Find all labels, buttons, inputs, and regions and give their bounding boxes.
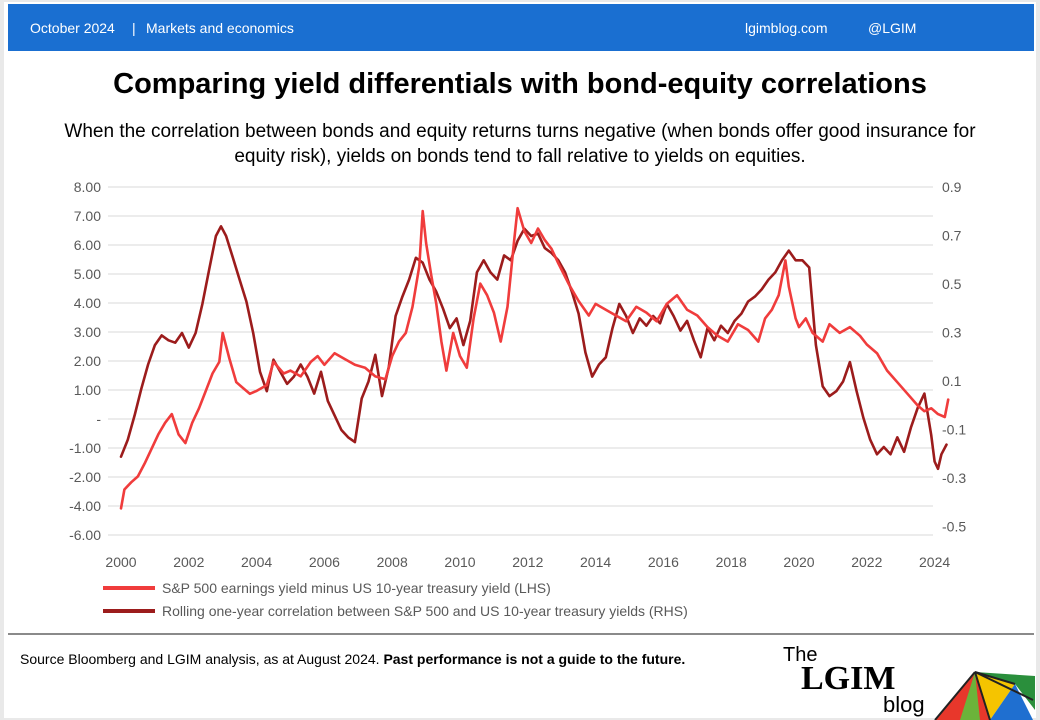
source-text: Source Bloomberg and LGIM analysis, as a…	[20, 651, 380, 667]
left-tick-label: 6.00	[74, 237, 101, 253]
line-chart: 8.00 7.00 6.00 5.00 4.00 3.00 2.00 1.00 - -1.00 -2…	[69, 179, 966, 619]
x-tick-label: 2012	[512, 554, 543, 570]
x-tick-label: 2022	[851, 554, 882, 570]
header-handle-link[interactable]: @LGIM	[868, 20, 917, 36]
chart-legend: S&P 500 earnings yield minus US 10-year …	[103, 580, 688, 619]
right-tick-label: 0.3	[942, 325, 962, 341]
umbrella-icon	[934, 671, 1035, 720]
right-tick-label: 0.7	[942, 228, 962, 244]
right-tick-label: 0.9	[942, 179, 962, 195]
right-axis-ticks: 0.9 0.7 0.5 0.3 0.1 -0.1 -0.3 -0.5	[942, 179, 966, 535]
page-frame	[4, 2, 1036, 718]
x-tick-label: 2010	[444, 554, 475, 570]
logo-the: The	[783, 644, 817, 666]
left-tick-label: 7.00	[74, 208, 101, 224]
x-tick-label: 2020	[783, 554, 814, 570]
left-tick-label: -1.00	[69, 440, 101, 456]
disclaimer-text: Past performance is not a guide to the f…	[383, 651, 686, 667]
x-tick-label: 2000	[105, 554, 136, 570]
header-site-link[interactable]: lgimblog.com	[745, 20, 828, 36]
x-tick-label: 2024	[919, 554, 950, 570]
lgim-blog-logo: The LGIM blog	[783, 644, 1035, 720]
logo-blog: blog	[883, 692, 925, 717]
x-axis-ticks: 2000 2002 2004 2006 2008 2010 2012 2014 2016 2018…	[105, 554, 950, 570]
left-tick-label: 5.00	[74, 266, 101, 282]
series-line-lhs	[119, 206, 950, 510]
right-tick-label: -0.1	[942, 422, 966, 438]
right-tick-label: 0.1	[942, 373, 962, 389]
chart-gridlines	[108, 186, 933, 536]
left-tick-label: 8.00	[74, 179, 101, 195]
header-date: October 2024	[30, 20, 115, 36]
legend-label: Rolling one-year correlation between S&P…	[162, 603, 688, 619]
footer-divider	[8, 633, 1034, 635]
x-tick-label: 2008	[377, 554, 408, 570]
header-bar: October 2024 | Markets and economics lgi…	[8, 4, 1034, 51]
source-note: Source Bloomberg and LGIM analysis, as a…	[20, 651, 685, 667]
left-tick-label: -4.00	[69, 498, 101, 514]
left-tick-label: 4.00	[74, 295, 101, 311]
series-line-rhs	[119, 225, 948, 471]
header-separator: |	[132, 20, 136, 36]
left-axis-ticks: 8.00 7.00 6.00 5.00 4.00 3.00 2.00 1.00 - -1.00 -2…	[69, 179, 101, 543]
left-tick-label: -	[96, 411, 101, 427]
chart-series	[119, 206, 950, 510]
right-tick-label: -0.3	[942, 470, 966, 486]
left-tick-label: -2.00	[69, 469, 101, 485]
left-tick-label: -6.00	[69, 527, 101, 543]
x-tick-label: 2002	[173, 554, 204, 570]
x-tick-label: 2014	[580, 554, 611, 570]
logo-lgim: LGIM	[801, 660, 895, 697]
chart-subtitle: When the correlation between bonds and e…	[64, 121, 976, 167]
chart-title: Comparing yield differentials with bond-…	[113, 68, 927, 100]
x-tick-label: 2006	[309, 554, 340, 570]
legend-label: S&P 500 earnings yield minus US 10-year …	[162, 580, 551, 596]
left-tick-label: 2.00	[74, 353, 101, 369]
left-tick-label: 1.00	[74, 382, 101, 398]
right-tick-label: -0.5	[942, 519, 966, 535]
x-tick-label: 2016	[648, 554, 679, 570]
left-tick-label: 3.00	[74, 324, 101, 340]
header-section[interactable]: Markets and economics	[146, 20, 294, 36]
x-tick-label: 2018	[716, 554, 747, 570]
x-tick-label: 2004	[241, 554, 272, 570]
right-tick-label: 0.5	[942, 276, 962, 292]
